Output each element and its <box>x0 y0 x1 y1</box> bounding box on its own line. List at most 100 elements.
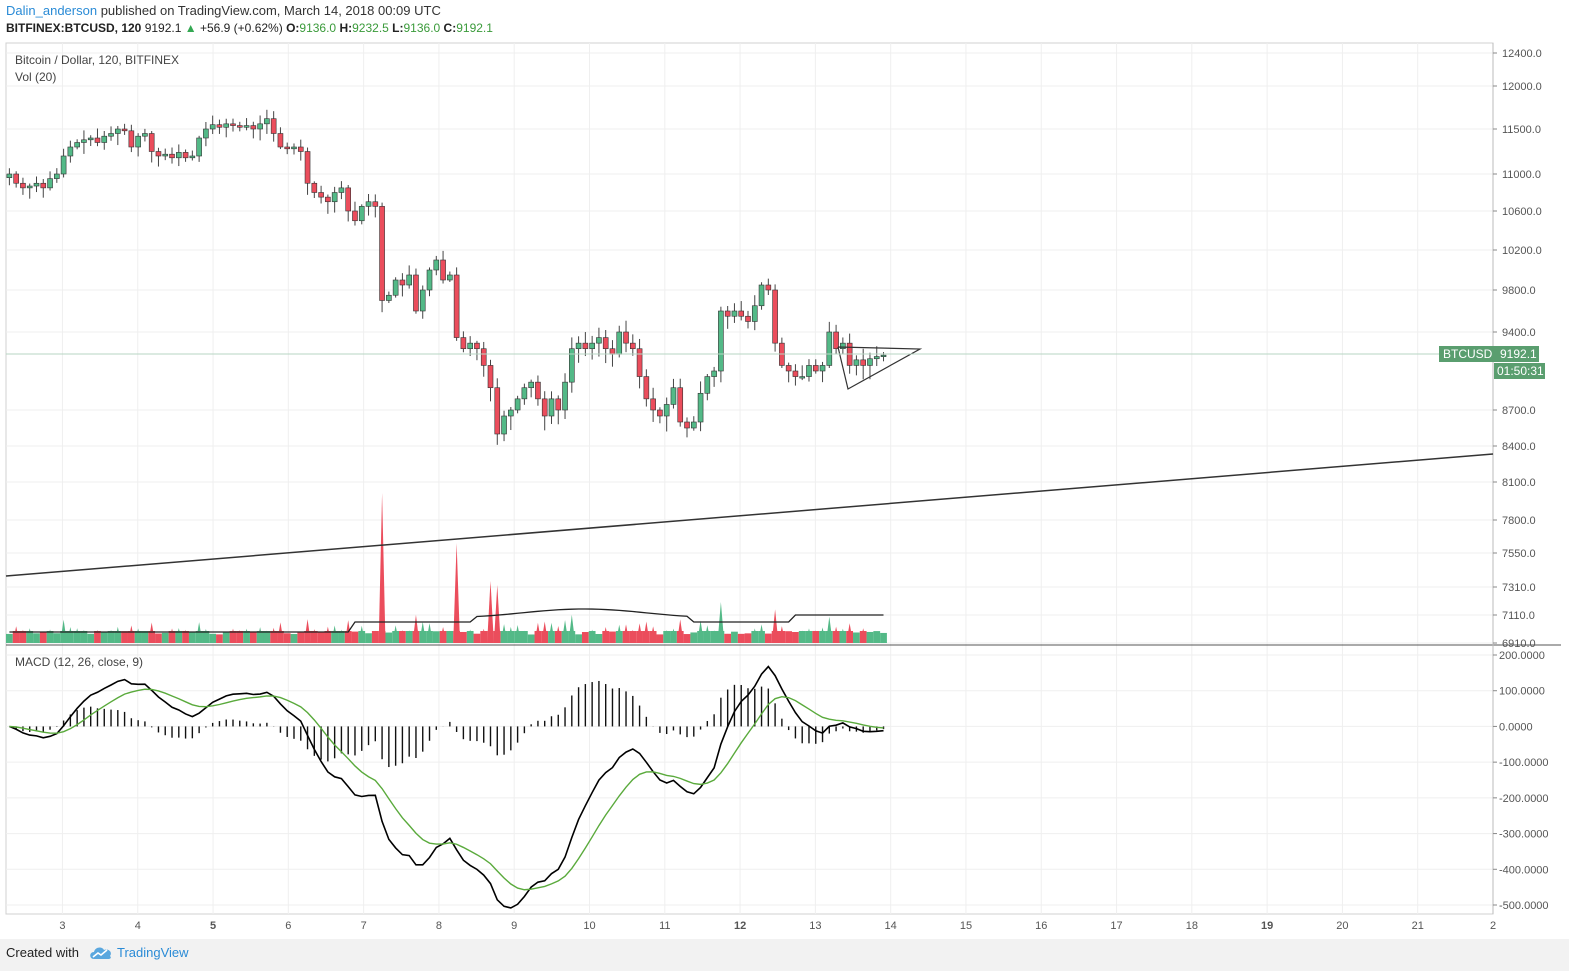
macd-tick-label: 100.0000 <box>1499 686 1545 698</box>
volume-base <box>256 631 264 643</box>
macd-tick-label: -300.0000 <box>1499 829 1549 841</box>
candle-body <box>792 370 799 377</box>
candle-body <box>765 284 772 291</box>
volume-base <box>825 631 833 643</box>
candle-body <box>20 182 26 189</box>
volume-base <box>161 632 169 643</box>
close-value: 9192.1 <box>456 21 493 35</box>
time-tick-label: 14 <box>885 920 897 932</box>
candle-body <box>548 398 555 417</box>
time-tick-label: 3 <box>59 920 65 932</box>
volume-legend[interactable]: Vol (20) <box>15 70 57 84</box>
volume-base <box>764 633 772 643</box>
triangle-pattern[interactable] <box>837 346 923 390</box>
volume-base <box>168 631 176 643</box>
candle-body <box>799 376 806 379</box>
time-tick-label: 17 <box>1110 920 1122 932</box>
candle-body <box>67 146 74 157</box>
main-legend[interactable]: Bitcoin / Dollar, 120, BITFINEX <box>15 53 180 67</box>
candle-body <box>128 130 135 148</box>
candle-body <box>148 133 155 152</box>
volume-base <box>527 634 535 643</box>
price-chart[interactable]: 12400.012000.011500.011000.010600.010200… <box>0 40 1569 939</box>
candle-body <box>413 274 419 312</box>
candle-body <box>399 279 406 286</box>
volume-base <box>575 634 582 643</box>
volume-base <box>310 631 318 643</box>
candle-body <box>338 187 345 193</box>
candle-body <box>13 173 19 184</box>
volume-base <box>12 631 20 643</box>
candle-body <box>419 289 426 312</box>
volume-bar <box>378 493 386 643</box>
volume-base <box>236 631 244 643</box>
tradingview-cloud-icon[interactable] <box>88 944 114 962</box>
candle-body <box>6 173 13 178</box>
volume-base <box>487 631 494 643</box>
time-tick-label: 7 <box>361 920 367 932</box>
volume-base <box>520 631 528 643</box>
candle-body <box>480 348 487 366</box>
volume-base <box>100 632 108 643</box>
candle-body <box>325 196 331 203</box>
candle-body <box>853 359 860 366</box>
volume-base <box>195 631 203 643</box>
time-tick-label: 21 <box>1412 920 1424 932</box>
candle-series <box>6 109 887 445</box>
volume-base <box>216 634 223 643</box>
volume-base <box>710 631 718 643</box>
created-with-text: Created with <box>6 945 79 960</box>
candle-body <box>162 153 169 157</box>
candle-body <box>284 146 291 150</box>
macd-tick-label: 200.0000 <box>1499 650 1545 662</box>
candle-body <box>508 409 514 417</box>
candle-body <box>236 125 243 128</box>
volume-base <box>561 631 569 643</box>
volume-base <box>676 631 684 643</box>
candle-body <box>230 123 236 126</box>
price-axis[interactable]: 12400.0 12000.0 11500.0 11000.0 10600.0 10200… <box>1493 48 1542 650</box>
candle-body <box>860 359 866 366</box>
candle-body <box>582 342 589 350</box>
candle-body <box>270 118 277 134</box>
candle-body <box>115 128 121 134</box>
candle-body <box>806 365 812 377</box>
candle-body <box>738 310 745 317</box>
volume-base <box>114 631 122 643</box>
candle-body <box>203 128 209 139</box>
volume-base <box>812 631 820 643</box>
volume-base <box>385 632 393 643</box>
volume-base <box>188 631 196 643</box>
candle-body <box>345 187 351 212</box>
price-tick-label: 10600.0 <box>1502 206 1542 218</box>
candle-body <box>318 192 324 198</box>
volume-base <box>737 633 745 643</box>
candle-body <box>297 146 304 152</box>
candle-body <box>392 279 399 296</box>
volume-base <box>243 631 250 643</box>
time-axis[interactable]: 3 4 5 6 7 8 9 10 11 12 13 14 15 16 17 18 19 20 21 2 <box>59 920 1496 932</box>
tradingview-link[interactable]: TradingView <box>117 945 189 960</box>
candle-body <box>433 259 440 271</box>
badge-countdown: 01:50:31 <box>1497 364 1544 378</box>
time-tick-label: 9 <box>511 920 517 932</box>
time-tick-label: 20 <box>1336 920 1348 932</box>
volume-base <box>609 631 616 643</box>
volume-base <box>500 631 508 643</box>
candle-body <box>94 137 101 143</box>
macd-axis[interactable]: 200.0000 100.0000 0.0000 -100.0000 -200.0000… <box>1493 650 1549 912</box>
volume-base <box>656 634 664 643</box>
candle-body <box>528 381 534 389</box>
symbol-bar: BITFINEX:BTCUSD, 120 9192.1 ▲ +56.9 (+0.… <box>6 21 493 35</box>
trendline[interactable] <box>5 453 1494 577</box>
author-link[interactable]: Dalin_anderson <box>6 3 98 18</box>
macd-legend[interactable]: MACD (12, 26, close, 9) <box>15 655 144 669</box>
volume-base <box>724 633 732 643</box>
time-tick-label: 5 <box>210 920 216 932</box>
candle-body <box>406 274 412 286</box>
publish-info: Dalin_anderson published on TradingView.… <box>6 3 441 18</box>
candle-body <box>372 201 379 207</box>
volume-base <box>127 631 135 643</box>
volume-base <box>297 632 305 643</box>
volume-base <box>324 631 332 643</box>
